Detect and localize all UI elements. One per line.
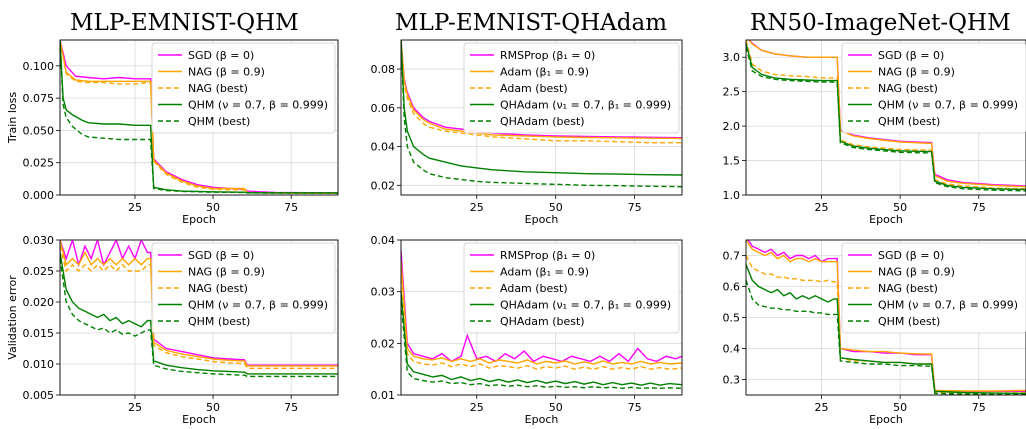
y-axis-label: Validation error — [6, 275, 19, 360]
x-tick-label: 75 — [972, 201, 986, 214]
x-tick-label: 75 — [628, 401, 642, 414]
legend: RMSProp (β₁ = 0) Adam (β₁ = 0.9) Adam (bes… — [464, 43, 679, 133]
column-title-2: MLP-EMNIST-QHAdam — [395, 10, 667, 36]
x-axis-label: Epoch — [182, 213, 216, 226]
y-tick-label: 0.04 — [371, 234, 396, 247]
y-tick-label: 0.08 — [371, 63, 396, 76]
y-tick-label: 1.5 — [723, 155, 741, 168]
y-tick-label: 2.5 — [723, 86, 741, 99]
column-title-1: MLP-EMNIST-QHM — [70, 10, 299, 36]
legend-entry: SGD (β = 0) — [878, 49, 944, 62]
x-axis-label: Epoch — [525, 213, 559, 226]
y-tick-label: 0.6 — [723, 281, 741, 294]
legend-entry: SGD (β = 0) — [188, 249, 254, 262]
legend-entry: QHM (ν = 0.7, β = 0.999) — [188, 299, 328, 312]
x-tick-label: 75 — [284, 401, 298, 414]
x-tick-label: 25 — [470, 401, 484, 414]
legend-entry: RMSProp (β₁ = 0) — [500, 249, 595, 262]
x-axis-label: Epoch — [869, 213, 903, 226]
x-tick-label: 75 — [972, 401, 986, 414]
y-axis-label: Train loss — [6, 92, 19, 144]
legend-entry: NAG (β = 0.9) — [878, 66, 955, 79]
legend-entry: SGD (β = 0) — [878, 249, 944, 262]
x-tick-label: 25 — [128, 401, 142, 414]
legend: RMSProp (β₁ = 0) Adam (β₁ = 0.9) Adam (bes… — [464, 243, 679, 333]
y-tick-label: 3.0 — [723, 51, 741, 64]
legend-entry: NAG (best) — [878, 282, 938, 295]
x-tick-label: 25 — [815, 201, 829, 214]
y-tick-label: 0.06 — [371, 102, 396, 115]
legend-entry: QHAdam (ν₁ = 0.7, β₁ = 0.999) — [500, 99, 671, 112]
legend: SGD (β = 0) NAG (β = 0.9) NAG (best) QHM (ν… — [842, 243, 1026, 333]
y-tick-label: 0.03 — [371, 286, 396, 299]
legend-entry: NAG (β = 0.9) — [188, 66, 265, 79]
y-tick-label: 0.015 — [23, 327, 55, 340]
legend-entry: NAG (best) — [188, 82, 248, 95]
x-axis-label: Epoch — [869, 413, 903, 425]
y-tick-label: 0.025 — [23, 265, 55, 278]
legend-entry: QHM (ν = 0.7, β = 0.999) — [188, 99, 328, 112]
legend-entry: QHM (best) — [878, 115, 940, 128]
y-tick-label: 0.02 — [371, 337, 396, 350]
legend-entry: NAG (best) — [878, 82, 938, 95]
y-tick-label: 0.000 — [23, 189, 55, 202]
y-tick-label: 0.100 — [23, 60, 55, 73]
y-tick-label: 0.4 — [723, 343, 741, 356]
y-tick-label: 0.02 — [371, 179, 396, 192]
x-tick-label: 25 — [815, 401, 829, 414]
legend-entry: RMSProp (β₁ = 0) — [500, 49, 595, 62]
y-tick-label: 2.0 — [723, 120, 741, 133]
x-axis-label: Epoch — [182, 413, 216, 425]
legend: SGD (β = 0) NAG (β = 0.9) NAG (best) QHM (ν… — [842, 43, 1026, 133]
x-tick-label: 75 — [284, 201, 298, 214]
legend: SGD (β = 0) NAG (β = 0.9) NAG (best) QHM (ν… — [152, 243, 335, 333]
legend-entry: Adam (β₁ = 0.9) — [500, 266, 589, 279]
legend-entry: QHM (best) — [878, 315, 940, 328]
y-tick-label: 0.3 — [723, 374, 741, 387]
x-tick-label: 25 — [128, 201, 142, 214]
legend-entry: Adam (best) — [500, 282, 568, 295]
legend-entry: Adam (best) — [500, 82, 568, 95]
legend-entry: QHM (best) — [188, 315, 250, 328]
x-tick-label: 75 — [628, 201, 642, 214]
y-tick-label: 0.01 — [371, 389, 396, 402]
legend-entry: QHAdam (ν₁ = 0.7, β₁ = 0.999) — [500, 299, 671, 312]
y-tick-label: 0.5 — [723, 312, 741, 325]
y-tick-label: 0.030 — [23, 234, 55, 247]
y-tick-label: 0.04 — [371, 141, 396, 154]
y-tick-label: 0.075 — [23, 92, 55, 105]
legend-entry: NAG (β = 0.9) — [188, 266, 265, 279]
y-tick-label: 0.010 — [23, 358, 55, 371]
legend-entry: QHM (best) — [188, 115, 250, 128]
x-tick-label: 25 — [470, 201, 484, 214]
legend: SGD (β = 0) NAG (β = 0.9) NAG (best) QHM (ν… — [152, 43, 335, 133]
legend-entry: NAG (β = 0.9) — [878, 266, 955, 279]
legend-entry: NAG (best) — [188, 282, 248, 295]
column-title-3: RN50-ImageNet-QHM — [750, 10, 1011, 36]
y-tick-label: 1.0 — [723, 189, 741, 202]
legend-entry: QHAdam (best) — [500, 115, 585, 128]
y-tick-label: 0.025 — [23, 157, 55, 170]
x-axis-label: Epoch — [525, 413, 559, 425]
y-tick-label: 0.7 — [723, 250, 741, 263]
legend-entry: QHM (ν = 0.7, β = 0.999) — [878, 99, 1018, 112]
y-tick-label: 0.020 — [23, 296, 55, 309]
legend-entry: QHAdam (best) — [500, 315, 585, 328]
legend-entry: SGD (β = 0) — [188, 49, 254, 62]
legend-entry: QHM (ν = 0.7, β = 0.999) — [878, 299, 1018, 312]
y-tick-label: 0.050 — [23, 124, 55, 137]
legend-entry: Adam (β₁ = 0.9) — [500, 66, 589, 79]
y-tick-label: 0.005 — [23, 389, 55, 402]
